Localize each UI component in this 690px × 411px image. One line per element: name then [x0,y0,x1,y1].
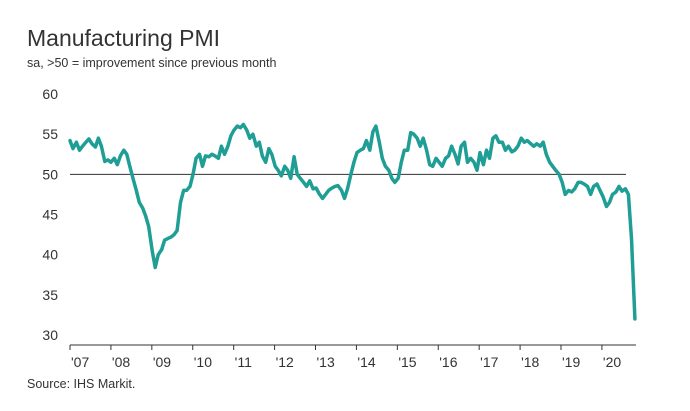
x-tick-label: '11 [235,354,252,370]
x-tick-label: '07 [71,354,89,370]
chart-title: Manufacturing PMI [27,25,221,51]
x-tick-label: '15 [398,354,416,370]
x-tick-label: '20 [603,354,621,370]
x-tick-label: '09 [153,354,171,370]
x-tick-label: '18 [521,354,539,370]
chart-subtitle: sa, >50 = improvement since previous mon… [27,56,277,70]
y-tick-label: 40 [42,247,58,263]
x-tick-label: '08 [112,354,130,370]
x-tick-label: '12 [276,354,294,370]
x-tick-label: '17 [480,354,498,370]
y-tick-label: 35 [42,287,58,303]
x-tick-label: '14 [357,354,375,370]
x-tick-label: '13 [317,354,335,370]
y-tick-label: 30 [42,327,58,343]
x-tick-label: '16 [439,354,457,370]
x-tick-label: '10 [194,354,212,370]
pmi-series-line [68,122,637,321]
y-tick-label: 60 [42,86,58,102]
y-tick-label: 55 [42,126,58,142]
y-tick-label: 50 [42,166,58,182]
source-note: Source: IHS Markit. [27,377,136,391]
x-axis-ticks: '07 '08 '09 '10 '11 '12 '13 '14 '15 '16 '17 '18 '19 '… [69,345,621,370]
y-axis: 30 35 40 45 50 55 60 [42,86,58,343]
x-tick-label: '19 [562,354,580,370]
y-tick-label: 45 [42,207,58,223]
